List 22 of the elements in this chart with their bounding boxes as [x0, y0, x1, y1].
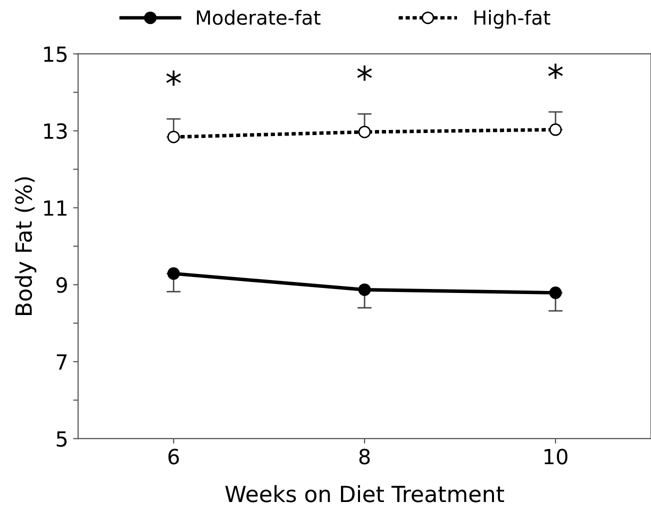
x-tick-label: 6	[168, 448, 179, 464]
annotation: *	[357, 66, 372, 81]
y-tick-label: 13	[44, 123, 67, 140]
y-tick-label: 5	[56, 431, 67, 447]
y-tick-label: 15	[44, 46, 67, 62]
legend-label: Moderate-fat	[196, 10, 320, 25]
annotation: *	[166, 70, 181, 86]
point	[549, 123, 562, 136]
y-tick-label: 7	[56, 354, 67, 370]
point	[167, 267, 180, 280]
y-tick-label: 11	[44, 200, 66, 216]
x-tick-label: 8	[359, 448, 370, 464]
annotation: *	[548, 64, 563, 79]
y-axis-title: Body Fat (%)	[14, 177, 36, 315]
point	[167, 130, 180, 144]
legend-label: High-fat	[474, 10, 550, 29]
point	[549, 286, 562, 300]
x-axis-title: Weeks on Diet Treatment	[225, 485, 504, 502]
point	[358, 283, 371, 296]
point	[358, 126, 371, 138]
x-tick-label: 10	[544, 448, 568, 464]
y-tick-label: 9	[56, 277, 67, 293]
